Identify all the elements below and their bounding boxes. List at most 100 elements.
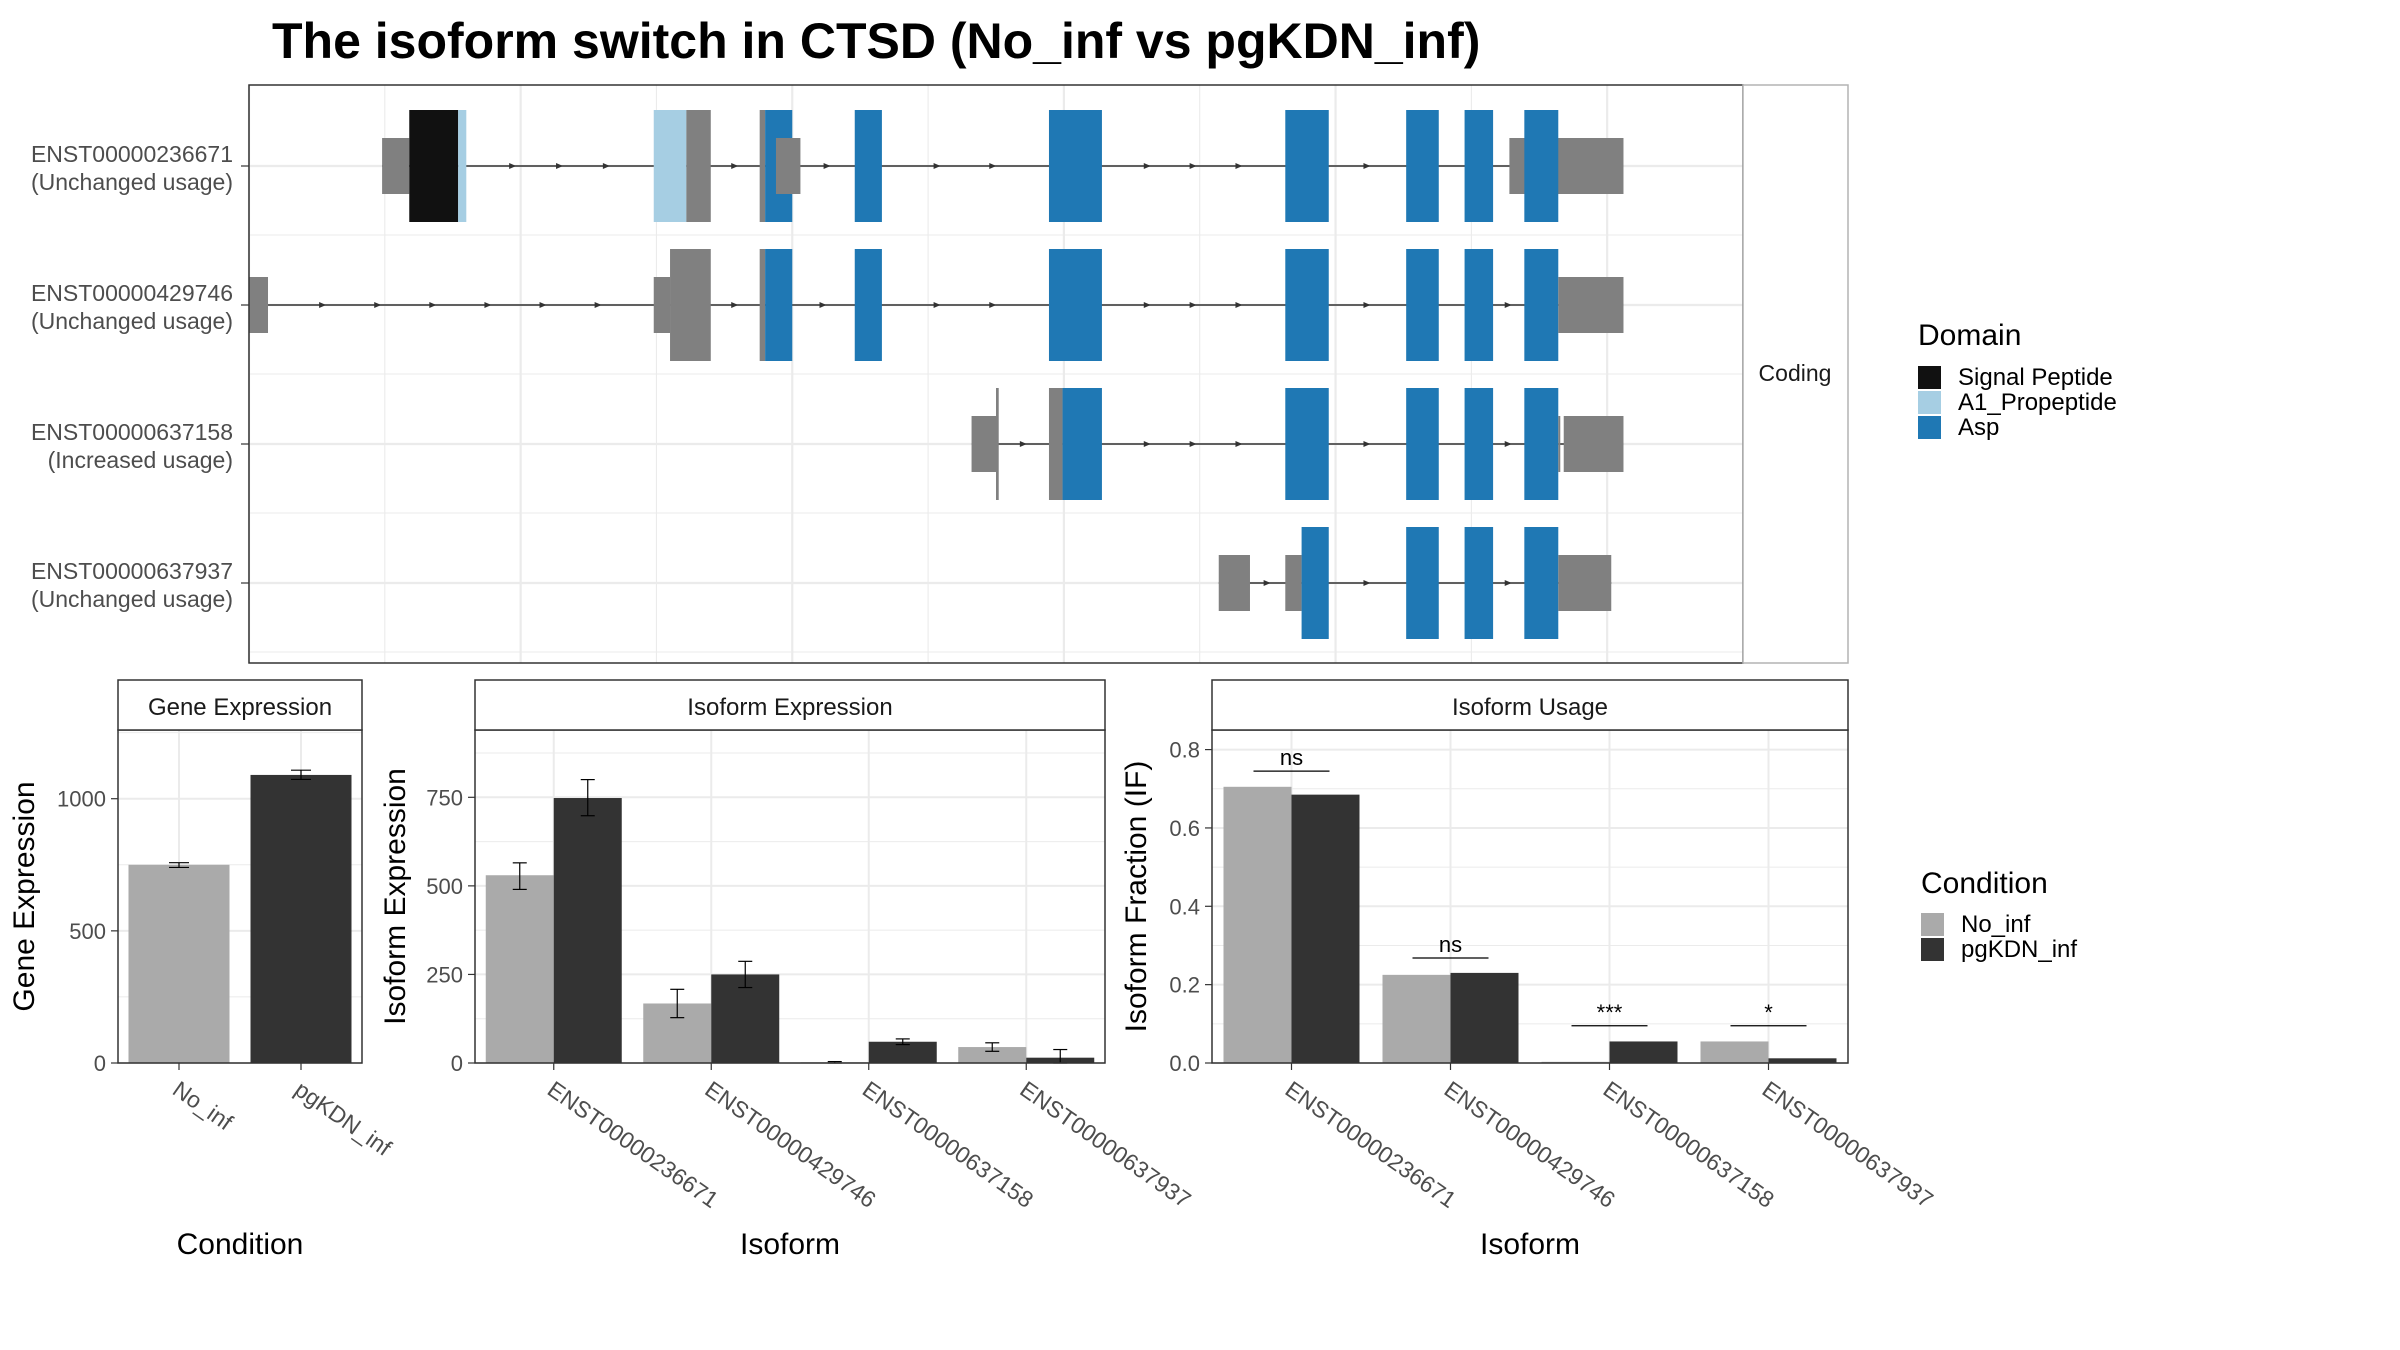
y-tick-label: 0.8 — [1169, 738, 1200, 763]
direction-arrow — [594, 302, 602, 308]
bar-pgkdn-inf — [250, 774, 352, 1063]
utr-exon — [1218, 555, 1250, 611]
coding-exon-asp — [1285, 249, 1329, 361]
coding-exon-asp — [1464, 249, 1494, 361]
transcript-status-label: (Unchanged usage) — [31, 586, 233, 612]
direction-arrow — [1143, 302, 1151, 308]
y-tick-label: 0.2 — [1169, 973, 1200, 998]
direction-arrow — [1019, 441, 1027, 447]
facet-strip-label: Isoform Usage — [1452, 694, 1608, 721]
utr-exon — [1563, 416, 1624, 472]
direction-arrow — [1235, 302, 1243, 308]
y-axis-title: Isoform Fraction (IF) — [1120, 761, 1153, 1033]
transcript-status-label: (Increased usage) — [48, 447, 233, 473]
transcript-id-label: ENST00000637158 — [31, 419, 233, 445]
transcript-status-label: (Unchanged usage) — [31, 308, 233, 334]
y-tick-label: 0 — [94, 1051, 106, 1076]
direction-arrow — [1189, 163, 1197, 169]
direction-arrow — [989, 163, 997, 169]
bar-no-inf — [1700, 1041, 1769, 1063]
condition-legend-label: No_inf — [1961, 911, 2031, 938]
y-tick-label: 0.0 — [1169, 1051, 1200, 1076]
coding-exon-asp — [1524, 110, 1559, 222]
coding-exon-asp — [1406, 388, 1439, 500]
bar-pgkdn-inf — [1768, 1058, 1837, 1063]
coding-exon-asp — [1464, 388, 1494, 500]
facet-strip-label: Gene Expression — [148, 694, 332, 721]
bar-pgkdn-inf — [1609, 1041, 1678, 1063]
error-bar — [169, 862, 189, 869]
bar-no-inf — [128, 864, 230, 1063]
y-tick-label: 0.4 — [1169, 894, 1200, 919]
coding-exon-asp — [1285, 110, 1329, 222]
direction-arrow — [933, 163, 941, 169]
direction-arrow — [484, 302, 492, 308]
condition-legend-label: pgKDN_inf — [1961, 936, 2077, 963]
facet-strip-label: Isoform Expression — [687, 694, 892, 721]
utr-exon — [1558, 416, 1561, 472]
error-bar — [738, 960, 753, 989]
coding-exon-asp — [1285, 388, 1329, 500]
coding-exon-asp — [1048, 110, 1102, 222]
direction-arrow — [731, 163, 739, 169]
transcript-track — [971, 388, 1624, 500]
utr-exon — [249, 277, 269, 333]
coding-exon-signal-peptide — [409, 110, 459, 222]
bar-no-inf — [485, 875, 554, 1063]
transcript-id-label: ENST00000236671 — [31, 141, 233, 167]
coding-exon-a1_propeptide — [653, 110, 687, 222]
bar-pgkdn-inf — [1450, 972, 1519, 1063]
direction-arrow — [933, 302, 941, 308]
bar-pgkdn-inf — [1291, 794, 1360, 1063]
transcript-id-label: ENST00000637937 — [31, 558, 233, 584]
direction-arrow — [429, 302, 437, 308]
transcript-structure-panel: Coding ENST00000236671(Unchanged usage)E… — [31, 84, 1849, 664]
utr-exon — [382, 138, 410, 194]
coding-exon-asp — [1048, 249, 1102, 361]
direction-arrow — [823, 163, 831, 169]
transcript-track — [382, 110, 1624, 222]
utr-exon — [775, 138, 801, 194]
direction-arrow — [989, 302, 997, 308]
direction-arrow — [1143, 163, 1151, 169]
direction-arrow — [1235, 163, 1243, 169]
significance-label: ns — [1280, 745, 1303, 770]
condition-legend-title: Condition — [1921, 867, 2048, 900]
domain-legend-label: Signal Peptide — [1958, 364, 2113, 391]
error-bar — [895, 1038, 910, 1046]
transcript-track — [1218, 527, 1612, 639]
coding-exon-asp — [1524, 249, 1559, 361]
direction-arrow — [539, 302, 547, 308]
utr-exon — [653, 277, 671, 333]
coding-exon-asp — [1062, 388, 1102, 500]
transcript-track — [249, 249, 1624, 361]
coding-exon-asp — [1524, 388, 1559, 500]
y-tick-label: 500 — [426, 874, 463, 899]
bar-pgkdn-inf — [868, 1041, 937, 1063]
noncoding-exon — [996, 388, 999, 500]
domain-legend-key — [1918, 416, 1941, 439]
coding-strip-label: Coding — [1759, 360, 1832, 386]
noncoding-exon — [1048, 388, 1063, 500]
y-tick-label: 0 — [451, 1051, 463, 1076]
coding-exon-asp — [1406, 527, 1439, 639]
direction-arrow — [1504, 441, 1512, 447]
direction-arrow — [819, 302, 827, 308]
y-tick-label: 250 — [426, 962, 463, 987]
bar-no-inf — [958, 1047, 1027, 1063]
bar-pgkdn-inf — [553, 798, 622, 1063]
direction-arrow — [1235, 441, 1243, 447]
transcript-status-label: (Unchanged usage) — [31, 169, 233, 195]
coding-strip — [1742, 84, 1849, 664]
noncoding-exon — [670, 249, 711, 361]
direction-arrow — [1189, 302, 1197, 308]
y-tick-label: 1000 — [57, 787, 106, 812]
direction-arrow — [1363, 163, 1371, 169]
coding-exon-asp — [1464, 527, 1494, 639]
x-axis-title: Isoform — [1480, 1228, 1580, 1261]
error-bar — [580, 778, 595, 817]
